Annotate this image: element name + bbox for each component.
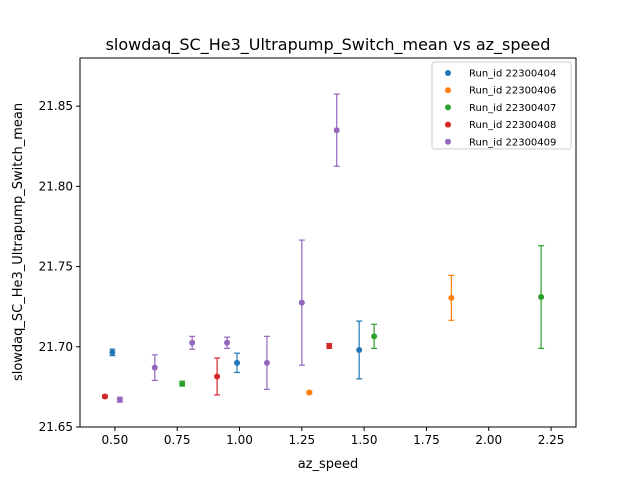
data-point bbox=[356, 346, 363, 353]
y-axis-label: slowdaq_SC_He3_Ultrapump_Switch_mean bbox=[11, 103, 26, 381]
data-point bbox=[214, 373, 221, 380]
data-point bbox=[306, 389, 313, 396]
data-point bbox=[326, 342, 333, 349]
data-point bbox=[234, 359, 241, 366]
x-tick-label: 2.00 bbox=[475, 433, 502, 447]
axes-border bbox=[79, 57, 577, 428]
y-tick-label: 21.70 bbox=[39, 340, 73, 354]
legend-label: Run_id 22300404 bbox=[469, 69, 556, 80]
x-tick-label: 0.50 bbox=[102, 433, 129, 447]
legend-label: Run_id 22300406 bbox=[469, 86, 556, 97]
data-point bbox=[116, 396, 123, 403]
x-tick-label: 2.25 bbox=[538, 433, 565, 447]
legend: Run_id 22300404 Run_id 22300406 Run_id 223… bbox=[431, 61, 572, 150]
legend-marker bbox=[445, 87, 451, 94]
legend-box bbox=[431, 61, 572, 150]
data-point bbox=[298, 299, 305, 306]
y-tick-label: 21.75 bbox=[39, 260, 73, 274]
data-point bbox=[109, 349, 116, 356]
data-point bbox=[189, 339, 196, 346]
legend-label: Run_id 22300407 bbox=[469, 103, 556, 114]
data-point bbox=[538, 294, 545, 301]
data-point bbox=[333, 127, 340, 134]
data-markers bbox=[101, 127, 545, 403]
chart-title: slowdaq_SC_He3_Ultrapump_Switch_mean vs … bbox=[106, 35, 551, 55]
legend-marker bbox=[445, 138, 451, 145]
legend-label: Run_id 22300408 bbox=[469, 120, 556, 131]
x-axis-label: az_speed bbox=[298, 457, 359, 472]
data-point bbox=[151, 364, 158, 371]
data-point bbox=[224, 339, 231, 346]
legend-marker bbox=[445, 104, 451, 111]
legend-marker bbox=[445, 121, 451, 128]
y-tick-label: 21.80 bbox=[39, 179, 73, 193]
legend-marker bbox=[445, 70, 451, 76]
data-point bbox=[101, 393, 108, 400]
x-tick-label: 1.50 bbox=[351, 433, 378, 447]
data-point bbox=[448, 294, 455, 301]
data-point bbox=[263, 359, 270, 366]
x-tick-label: 1.00 bbox=[226, 433, 253, 447]
data-point bbox=[179, 380, 186, 387]
data-point bbox=[371, 333, 378, 340]
x-tick-label: 1.75 bbox=[413, 433, 440, 447]
y-tick-label: 21.65 bbox=[39, 420, 73, 434]
x-tick-label: 1.25 bbox=[288, 433, 315, 447]
y-axis-ticks: 21.65 21.70 21.75 21.80 21.85 bbox=[39, 99, 80, 434]
x-tick-label: 0.75 bbox=[164, 433, 191, 447]
y-tick-label: 21.85 bbox=[39, 99, 73, 113]
x-axis-ticks: 0.50 0.75 1.00 1.25 1.50 1.75 2.00 2.25 bbox=[102, 427, 565, 447]
legend-label: Run_id 22300409 bbox=[469, 137, 556, 148]
